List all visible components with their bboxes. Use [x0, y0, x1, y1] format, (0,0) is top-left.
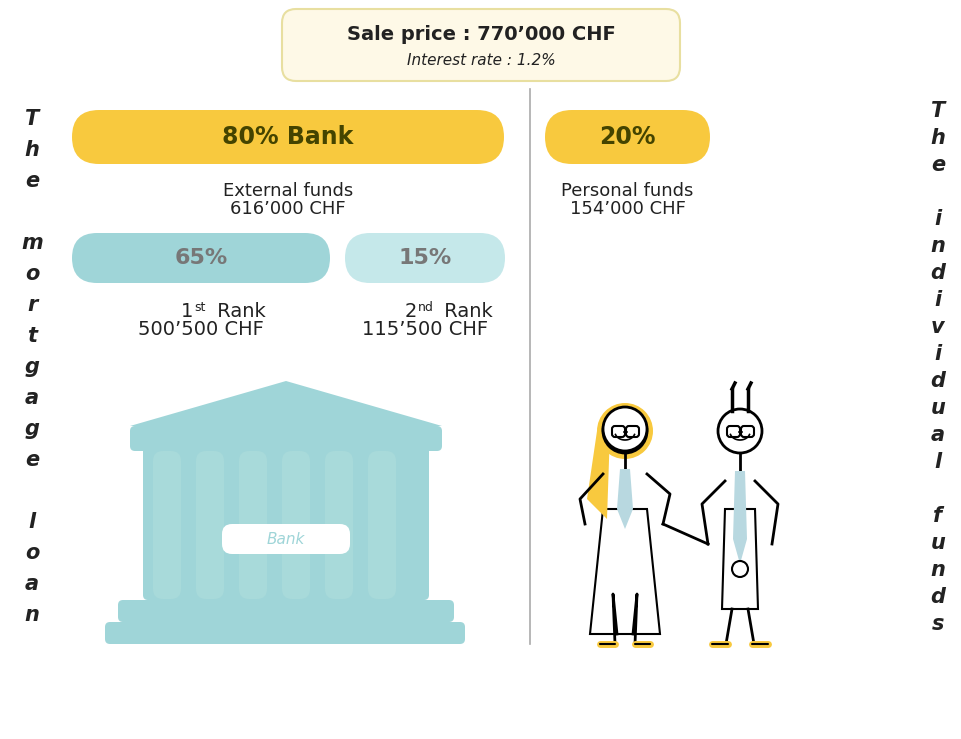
Circle shape [717, 409, 761, 453]
Text: Personal funds: Personal funds [560, 182, 693, 200]
Text: a: a [25, 388, 39, 408]
FancyBboxPatch shape [238, 451, 267, 599]
Text: t: t [27, 326, 37, 346]
Text: i: i [933, 290, 941, 310]
Text: st: st [194, 301, 205, 313]
Text: g: g [24, 357, 39, 377]
Text: Interest rate : 1.2%: Interest rate : 1.2% [407, 53, 554, 68]
Text: 20%: 20% [599, 125, 655, 149]
Text: l: l [933, 452, 941, 472]
Text: n: n [25, 605, 39, 625]
Text: 80% Bank: 80% Bank [222, 125, 354, 149]
Text: u: u [929, 533, 945, 553]
Text: h: h [25, 140, 39, 160]
Text: T: T [25, 109, 39, 129]
Text: Rank: Rank [437, 302, 492, 321]
Text: e: e [930, 155, 944, 175]
Text: g: g [24, 419, 39, 439]
FancyBboxPatch shape [105, 622, 464, 644]
Circle shape [731, 561, 748, 577]
Text: f: f [932, 506, 942, 526]
Text: i: i [933, 344, 941, 364]
Text: 15%: 15% [398, 248, 451, 268]
Polygon shape [616, 469, 632, 529]
Text: m: m [21, 233, 43, 253]
Text: s: s [931, 614, 943, 634]
Text: d: d [929, 371, 945, 391]
FancyBboxPatch shape [118, 600, 454, 622]
Text: Bank: Bank [266, 531, 305, 547]
FancyBboxPatch shape [72, 110, 504, 164]
Text: T: T [930, 101, 944, 121]
FancyBboxPatch shape [325, 451, 353, 599]
Polygon shape [732, 471, 747, 564]
Text: e: e [25, 171, 39, 191]
Text: e: e [25, 450, 39, 470]
Text: o: o [25, 543, 39, 563]
FancyBboxPatch shape [545, 110, 709, 164]
Polygon shape [130, 381, 441, 426]
Text: 616’000 CHF: 616’000 CHF [230, 200, 345, 218]
Circle shape [597, 403, 653, 459]
Text: External funds: External funds [223, 182, 353, 200]
Text: 2: 2 [405, 302, 416, 321]
Text: 115’500 CHF: 115’500 CHF [361, 319, 487, 338]
Text: a: a [25, 574, 39, 594]
FancyBboxPatch shape [222, 524, 350, 554]
Text: n: n [929, 236, 945, 256]
FancyBboxPatch shape [368, 451, 396, 599]
Text: Sale price : 770’000 CHF: Sale price : 770’000 CHF [346, 24, 615, 44]
Text: 500’500 CHF: 500’500 CHF [138, 319, 263, 338]
FancyBboxPatch shape [282, 9, 679, 81]
Text: nd: nd [418, 301, 433, 313]
Text: d: d [929, 587, 945, 607]
Polygon shape [722, 509, 757, 609]
FancyBboxPatch shape [72, 233, 330, 283]
Polygon shape [586, 431, 609, 519]
Text: o: o [25, 264, 39, 284]
Text: a: a [930, 425, 944, 445]
FancyBboxPatch shape [143, 445, 429, 600]
Text: 65%: 65% [174, 248, 228, 268]
FancyBboxPatch shape [130, 426, 441, 451]
Text: u: u [929, 398, 945, 418]
Circle shape [603, 407, 647, 451]
Text: Rank: Rank [210, 302, 265, 321]
Polygon shape [589, 509, 659, 634]
FancyBboxPatch shape [153, 451, 181, 599]
Text: 1: 1 [181, 302, 193, 321]
FancyBboxPatch shape [282, 451, 309, 599]
Circle shape [603, 409, 647, 453]
FancyBboxPatch shape [196, 451, 224, 599]
Text: h: h [929, 128, 945, 148]
Text: v: v [930, 317, 944, 337]
FancyBboxPatch shape [345, 233, 505, 283]
Text: l: l [29, 512, 36, 532]
Text: n: n [929, 560, 945, 580]
Text: r: r [27, 295, 37, 315]
Text: i: i [933, 209, 941, 229]
Text: d: d [929, 263, 945, 283]
Text: 154’000 CHF: 154’000 CHF [569, 200, 685, 218]
